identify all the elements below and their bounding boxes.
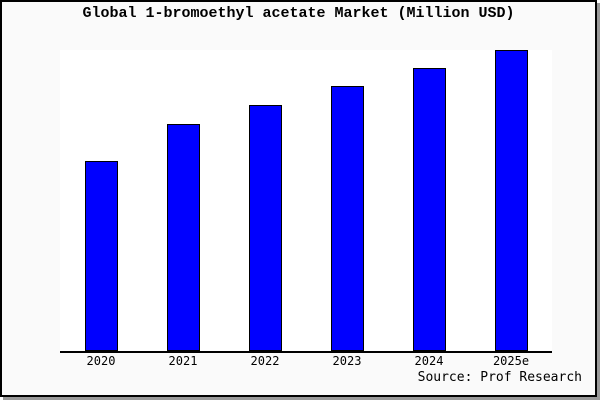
bar-2022	[248, 105, 282, 351]
x-axis-label-2020: 2020	[86, 354, 116, 368]
bar-2024	[412, 68, 446, 351]
bar-2020	[84, 161, 118, 351]
chart-title: Global 1-bromoethyl acetate Market (Mill…	[82, 5, 515, 22]
x-axis-label-2021: 2021	[168, 354, 198, 368]
bar-2021	[166, 124, 200, 351]
source-text: Source: Prof Research	[417, 370, 582, 385]
plot-area	[60, 50, 552, 353]
x-axis-label-2023: 2023	[332, 354, 362, 368]
x-axis-label-2022: 2022	[250, 354, 280, 368]
x-axis-label-2025e: 2025e	[492, 354, 530, 368]
bar-2025e	[494, 50, 528, 351]
bar-2023	[330, 86, 364, 351]
x-axis-label-2024: 2024	[414, 354, 444, 368]
